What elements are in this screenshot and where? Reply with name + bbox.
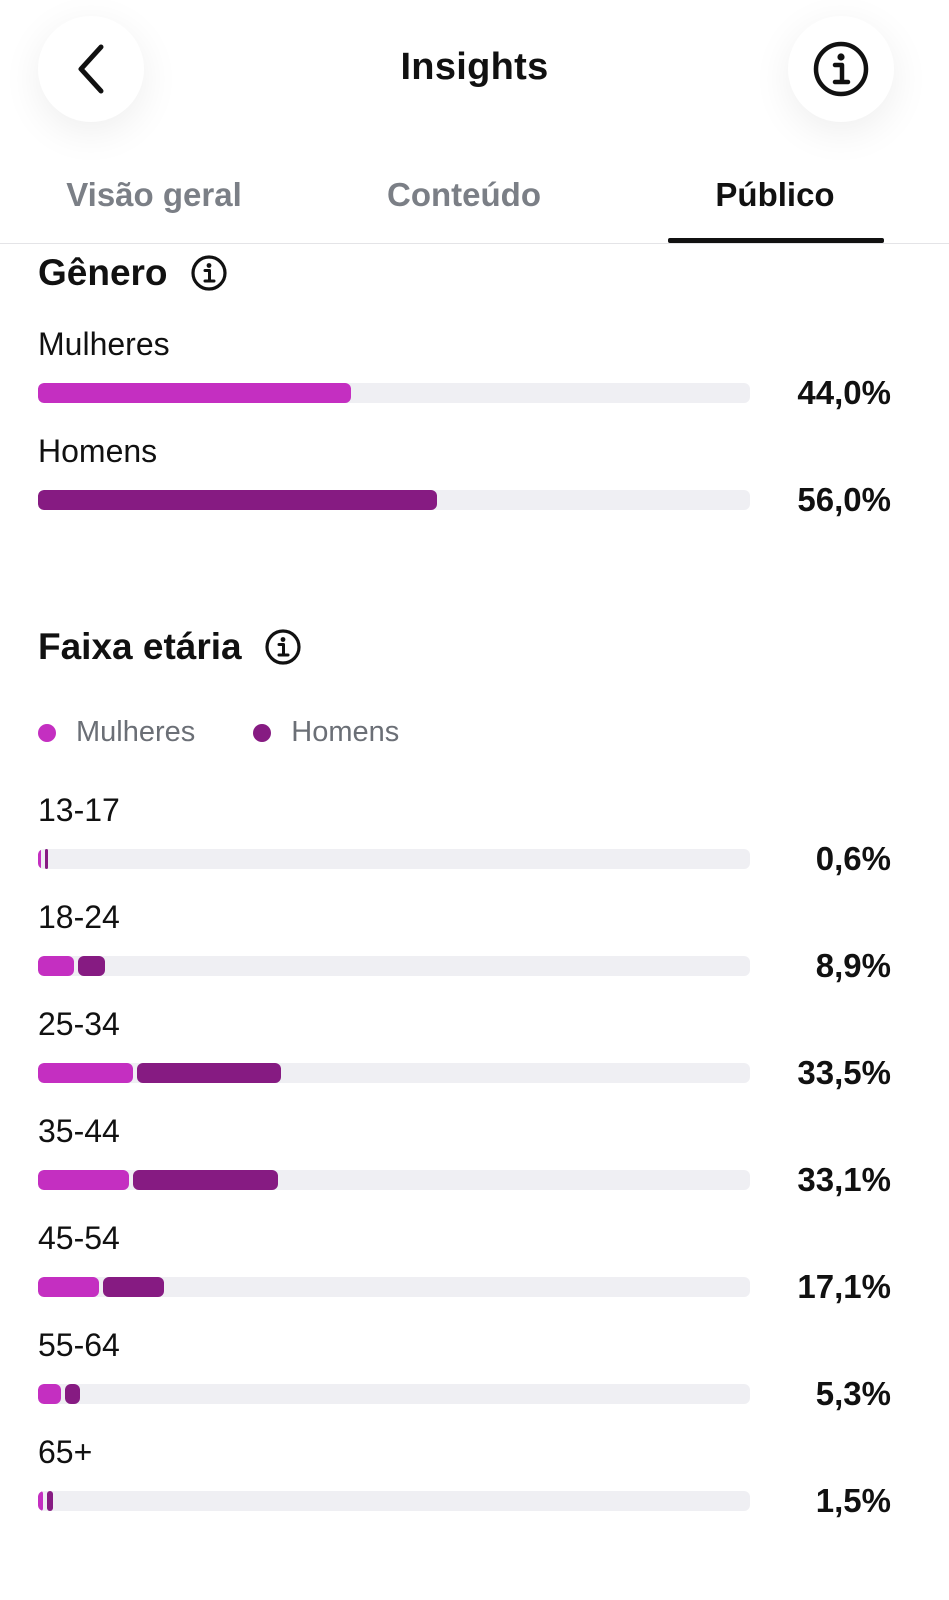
gender-men-label: Homens xyxy=(38,433,158,469)
age-bar-men-35-44 xyxy=(133,1170,278,1190)
age-bar-men-55-64 xyxy=(65,1384,80,1404)
age-label-13-17: 13-17 xyxy=(38,792,120,828)
age-bar-women-45-54 xyxy=(38,1277,99,1297)
age-section-title: Faixa etária xyxy=(38,626,302,668)
gender-women-bar xyxy=(38,383,750,403)
age-bar-35-44 xyxy=(38,1170,750,1190)
info-button[interactable] xyxy=(788,16,894,122)
age-value-55-64: 5,3% xyxy=(815,1375,891,1412)
age-bar-45-54 xyxy=(38,1277,750,1297)
tab-bar: Visão geral Conteúdo Público xyxy=(0,170,949,244)
info-circle-icon xyxy=(813,41,869,97)
tab-audience[interactable]: Público xyxy=(715,176,835,213)
age-value-65plus: 1,5% xyxy=(815,1482,891,1519)
age-bar-65plus xyxy=(38,1491,750,1511)
page-title: Insights xyxy=(400,46,549,88)
age-bar-men-25-34 xyxy=(137,1063,281,1083)
back-button[interactable] xyxy=(38,16,144,122)
tab-overview[interactable]: Visão geral xyxy=(66,176,242,213)
gender-title-text: Gênero xyxy=(38,252,168,293)
age-bar-25-34 xyxy=(38,1063,750,1083)
gender-info-icon[interactable] xyxy=(190,254,228,292)
legend-men-label: Homens xyxy=(291,716,400,748)
age-label-45-54: 45-54 xyxy=(38,1220,120,1256)
gender-men-value: 56,0% xyxy=(797,481,891,518)
gender-section-title: Gênero xyxy=(38,252,228,294)
legend-women: Mulheres xyxy=(38,716,195,749)
age-bar-men-18-24 xyxy=(77,956,106,976)
age-value-45-54: 17,1% xyxy=(797,1268,891,1305)
age-bar-women-35-44 xyxy=(38,1170,130,1190)
age-value-35-44: 33,1% xyxy=(797,1161,891,1198)
age-bar-women-18-24 xyxy=(38,956,74,976)
active-tab-indicator xyxy=(668,238,884,243)
age-label-55-64: 55-64 xyxy=(38,1327,120,1363)
age-bar-18-24 xyxy=(38,956,750,976)
age-label-25-34: 25-34 xyxy=(38,1006,120,1042)
gender-men-bar xyxy=(38,490,750,510)
age-bar-women-65plus xyxy=(38,1491,43,1511)
legend-men: Homens xyxy=(253,716,399,749)
gender-women-label: Mulheres xyxy=(38,326,170,362)
age-bar-55-64 xyxy=(38,1384,750,1404)
age-bar-men-65plus xyxy=(46,1491,53,1511)
gender-women-fill xyxy=(38,383,352,403)
tab-content[interactable]: Conteúdo xyxy=(387,176,541,213)
legend-women-label: Mulheres xyxy=(76,716,196,748)
age-legend: Mulheres Homens xyxy=(38,716,457,749)
age-bar-women-55-64 xyxy=(38,1384,62,1404)
age-bar-13-17 xyxy=(38,849,750,869)
age-label-35-44: 35-44 xyxy=(38,1113,120,1149)
age-bar-men-45-54 xyxy=(102,1277,164,1297)
chevron-left-icon xyxy=(78,44,104,94)
age-bar-men-13-17 xyxy=(45,849,48,869)
age-value-18-24: 8,9% xyxy=(815,947,891,984)
legend-women-dot xyxy=(38,723,56,742)
age-value-25-34: 33,5% xyxy=(797,1054,891,1091)
header-divider xyxy=(0,243,949,244)
gender-men-fill xyxy=(38,490,437,510)
age-info-icon[interactable] xyxy=(264,628,302,666)
age-bar-women-25-34 xyxy=(38,1063,134,1083)
age-label-18-24: 18-24 xyxy=(38,899,120,935)
age-label-65plus: 65+ xyxy=(38,1434,93,1470)
gender-women-value: 44,0% xyxy=(797,374,891,411)
legend-men-dot xyxy=(253,723,272,742)
age-value-13-17: 0,6% xyxy=(815,840,891,877)
age-title-text: Faixa etária xyxy=(38,626,242,667)
age-bar-women-13-17 xyxy=(38,849,41,869)
top-header: Insights Visão geral Conteúdo Público xyxy=(0,0,949,248)
